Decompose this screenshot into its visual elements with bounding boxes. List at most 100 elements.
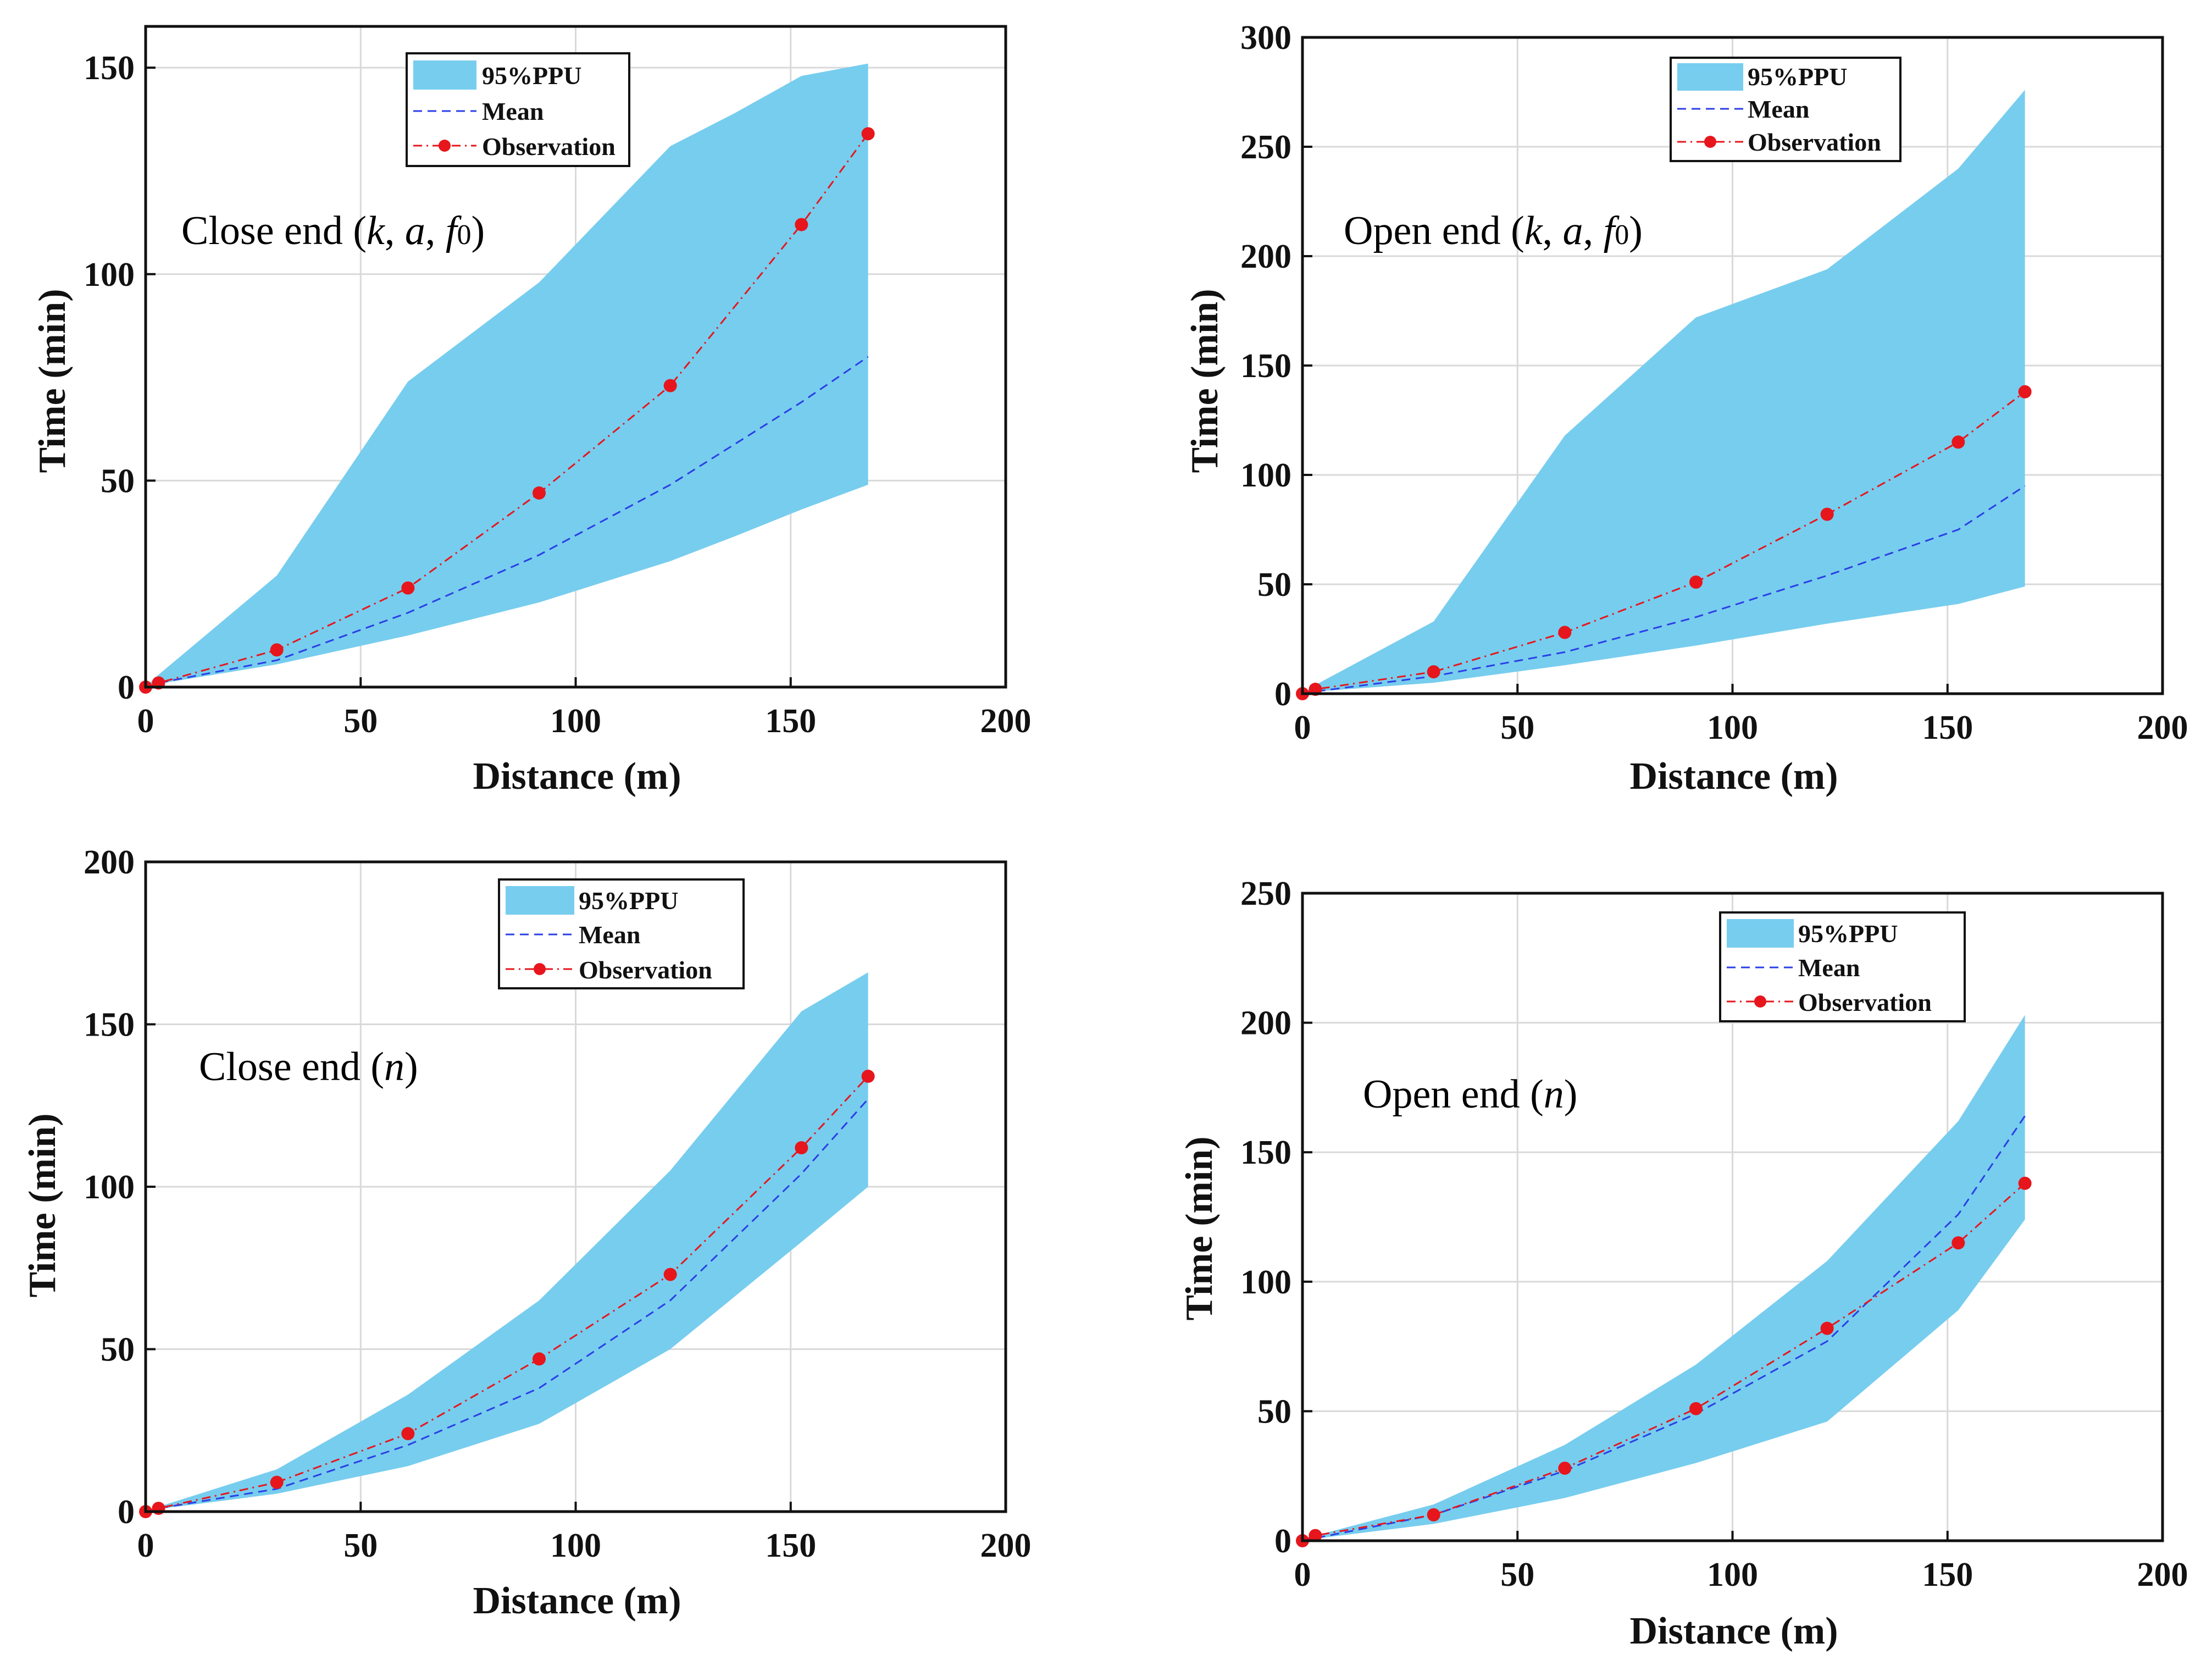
x-tick-label: 150 xyxy=(765,702,816,740)
observation-point xyxy=(1427,1508,1440,1521)
legend-marker-observation xyxy=(1704,136,1716,148)
x-tick-label: 200 xyxy=(2137,709,2188,746)
x-axis-label: Distance (m) xyxy=(1629,1610,1838,1652)
x-axis-label: Distance (m) xyxy=(1629,755,1838,798)
x-tick-label: 0 xyxy=(137,702,154,740)
legend-label-ppu: 95%PPU xyxy=(579,887,678,915)
observation-point xyxy=(2018,1176,2032,1190)
y-tick-label: 150 xyxy=(1240,347,1291,385)
mean-line xyxy=(1302,1115,2026,1542)
legend: 95%PPU Mean Observation xyxy=(1719,911,1966,1022)
observation-point xyxy=(532,1352,546,1366)
y-tick-label: 300 xyxy=(1240,19,1291,57)
legend-marker-observation xyxy=(439,140,451,152)
legend-label-ppu: 95%PPU xyxy=(1748,63,1847,91)
panel-annotation: Open end (k, a, f0) xyxy=(1344,208,1643,253)
observation-point xyxy=(663,379,677,392)
observation-point xyxy=(1952,435,1965,449)
y-tick-label: 50 xyxy=(1257,1393,1291,1430)
observation-point xyxy=(1820,507,1834,521)
y-tick-label: 150 xyxy=(84,1006,135,1044)
panel-annotation: Close end (n) xyxy=(199,1044,418,1089)
legend-label-observation: Observation xyxy=(579,956,712,984)
panel-close-end-n: 0 50 100 150 200 0 50 100 150 200 Close end (n) 9… xyxy=(21,844,1032,1622)
legend-swatch-ppu xyxy=(1727,919,1794,948)
legend-marker-observation xyxy=(534,963,546,975)
y-tick-label: 200 xyxy=(84,844,135,881)
x-tick-label: 100 xyxy=(550,702,601,740)
observation-point xyxy=(663,1268,677,1281)
x-tick-label: 100 xyxy=(1707,1556,1758,1593)
x-tick-label: 200 xyxy=(2137,1556,2188,1593)
mean-line xyxy=(1302,485,2026,695)
x-tick-label: 200 xyxy=(980,1527,1032,1564)
legend: 95%PPU Mean Observation xyxy=(1670,57,1901,162)
observation-point xyxy=(270,1475,284,1489)
legend-marker-observation xyxy=(1754,995,1766,1008)
observation-point xyxy=(1309,1529,1322,1542)
y-tick-label: 250 xyxy=(1240,875,1291,912)
y-tick-label: 0 xyxy=(1274,676,1291,713)
x-tick-label: 0 xyxy=(137,1527,154,1564)
y-tick-label: 200 xyxy=(1240,238,1291,275)
legend-label-mean: Mean xyxy=(1798,954,1860,982)
legend-swatch-ppu xyxy=(506,886,574,915)
observation-point xyxy=(270,643,284,657)
x-tick-label: 50 xyxy=(343,1527,378,1564)
ppu-band xyxy=(1302,90,2025,694)
y-tick-label: 150 xyxy=(84,49,135,87)
x-tick-label: 0 xyxy=(1294,1556,1311,1593)
x-tick-label: 100 xyxy=(550,1527,601,1564)
observation-line xyxy=(1302,1182,2026,1542)
x-axis-label: Distance (m) xyxy=(473,1580,681,1622)
y-axis-label: Time (min) xyxy=(1184,289,1226,473)
legend-label-mean: Mean xyxy=(579,921,640,949)
observation-point xyxy=(1558,1462,1572,1475)
panel-open-end-n: 0 50 100 150 200 0 50 100 150 200 250 Open end (n)… xyxy=(1178,875,2188,1652)
observation-point xyxy=(1427,665,1440,679)
observation-point xyxy=(1820,1321,1834,1335)
legend-label-ppu: 95%PPU xyxy=(1798,920,1898,948)
mean-line xyxy=(145,356,869,688)
ppu-band xyxy=(1302,1015,2025,1541)
y-axis-label: Time (min) xyxy=(1178,1136,1221,1320)
observation-line xyxy=(145,133,869,688)
observation-point xyxy=(1689,576,1703,589)
y-tick-label: 250 xyxy=(1240,129,1291,166)
mean-line xyxy=(145,1098,869,1513)
observation-point xyxy=(1558,626,1572,639)
panel-close-end-kaf0: 0 50 100 150 200 0 50 100 150 Close end (k, a, f… xyxy=(31,25,1032,798)
observation-point xyxy=(861,127,875,141)
y-axis-label: Time (min) xyxy=(31,289,74,473)
y-tick-label: 0 xyxy=(1274,1523,1291,1560)
panel-annotation: Close end (k, a, f0) xyxy=(181,208,485,253)
y-axis-label: Time (min) xyxy=(21,1113,64,1297)
y-tick-label: 0 xyxy=(118,669,135,706)
observation-point xyxy=(401,1427,415,1441)
observation-line xyxy=(145,1076,869,1513)
legend: 95%PPU Mean Observation xyxy=(498,878,745,989)
observation-point xyxy=(1689,1402,1703,1415)
observation-point xyxy=(861,1070,875,1083)
legend-label-observation: Observation xyxy=(482,132,616,161)
legend-swatch-ppu xyxy=(413,60,476,90)
y-tick-label: 100 xyxy=(84,256,135,294)
y-tick-label: 100 xyxy=(1240,1264,1291,1301)
x-tick-label: 150 xyxy=(765,1527,816,1564)
observation-point xyxy=(401,581,415,595)
y-tick-label: 0 xyxy=(118,1493,135,1531)
x-tick-label: 200 xyxy=(980,702,1032,740)
observation-line xyxy=(1302,391,2026,695)
legend-label-observation: Observation xyxy=(1798,988,1932,1016)
legend-swatch-ppu xyxy=(1677,63,1743,91)
x-tick-label: 0 xyxy=(1294,709,1311,746)
x-tick-label: 150 xyxy=(1922,1556,1973,1593)
legend-label-observation: Observation xyxy=(1748,128,1881,156)
ppu-band xyxy=(146,972,868,1512)
observation-point xyxy=(532,486,546,500)
legend-label-mean: Mean xyxy=(1748,95,1809,123)
y-tick-label: 50 xyxy=(1257,566,1291,604)
observation-point xyxy=(795,218,808,231)
observation-point xyxy=(1952,1236,1965,1250)
